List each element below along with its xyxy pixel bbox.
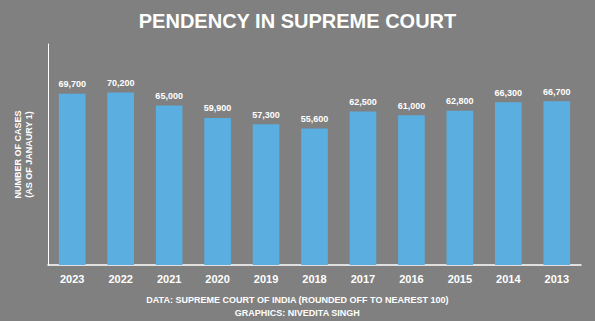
svg-text:2015: 2015: [448, 273, 472, 285]
svg-text:62,500: 62,500: [349, 97, 377, 107]
svg-text:70,200: 70,200: [107, 78, 135, 88]
svg-text:59,900: 59,900: [204, 103, 232, 113]
svg-text:(AS OF JANAURY 1): (AS OF JANAURY 1): [24, 111, 34, 198]
svg-text:62,800: 62,800: [446, 96, 474, 106]
svg-text:2018: 2018: [302, 273, 326, 285]
svg-text:2013: 2013: [545, 273, 569, 285]
svg-text:57,300: 57,300: [252, 110, 280, 120]
svg-text:DATA: SUPREME COURT OF INDIA (: DATA: SUPREME COURT OF INDIA (ROUNDED OF…: [146, 295, 448, 305]
svg-text:2017: 2017: [351, 273, 375, 285]
svg-text:55,600: 55,600: [301, 114, 329, 124]
svg-text:69,700: 69,700: [58, 79, 86, 89]
svg-text:2022: 2022: [108, 273, 132, 285]
svg-text:65,000: 65,000: [155, 91, 183, 101]
svg-text:GRAPHICS: NIVEDITA SINGH: GRAPHICS: NIVEDITA SINGH: [235, 308, 360, 318]
svg-text:2019: 2019: [254, 273, 278, 285]
svg-text:2023: 2023: [60, 273, 84, 285]
svg-text:66,300: 66,300: [495, 88, 523, 98]
svg-text:2016: 2016: [399, 273, 423, 285]
svg-text:2020: 2020: [205, 273, 229, 285]
svg-text:66,700: 66,700: [543, 87, 571, 97]
svg-text:2021: 2021: [157, 273, 181, 285]
svg-text:NUMBER OF CASES: NUMBER OF CASES: [13, 110, 23, 198]
svg-text:PENDENCY IN SUPREME COURT: PENDENCY IN SUPREME COURT: [139, 10, 456, 32]
svg-text:61,000: 61,000: [398, 101, 426, 111]
svg-text:2014: 2014: [496, 273, 521, 285]
